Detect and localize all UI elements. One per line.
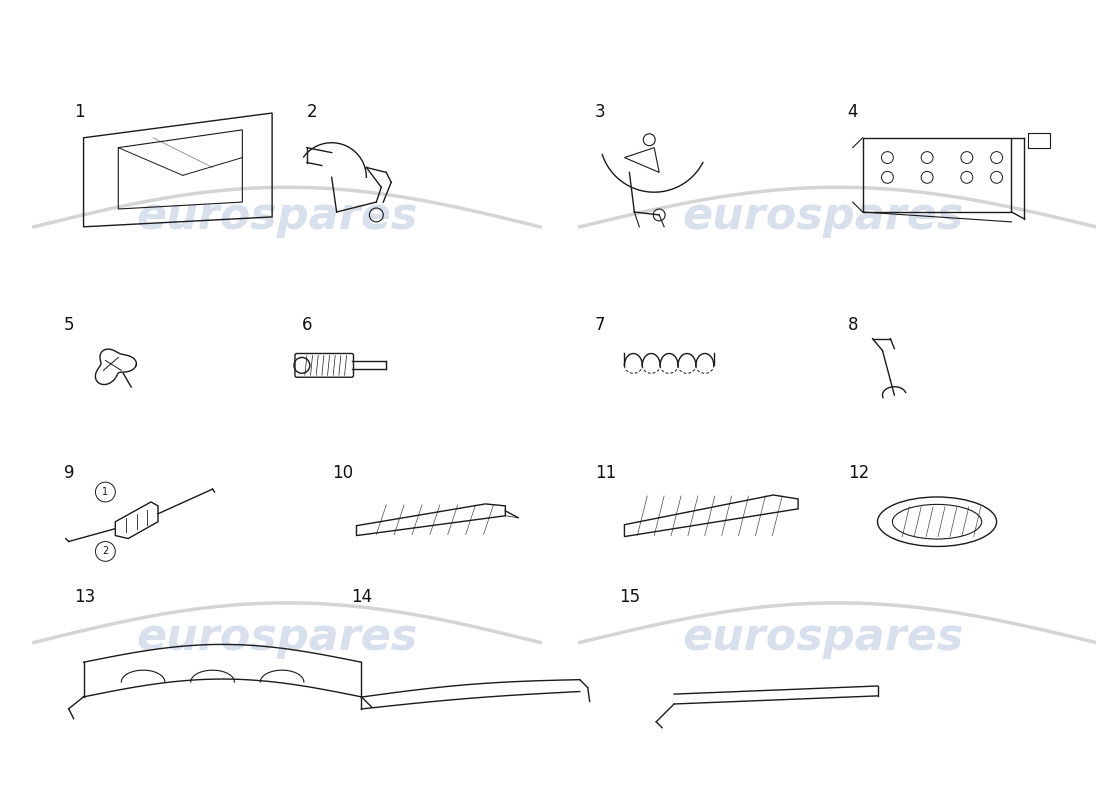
Bar bbox=[862, 138, 1012, 212]
Text: eurospares: eurospares bbox=[682, 195, 964, 238]
Text: 11: 11 bbox=[595, 464, 616, 482]
Text: eurospares: eurospares bbox=[136, 616, 418, 659]
Text: 2: 2 bbox=[307, 103, 318, 121]
Text: 7: 7 bbox=[595, 316, 605, 334]
Text: eurospares: eurospares bbox=[682, 616, 964, 659]
Text: 3: 3 bbox=[595, 103, 605, 121]
Text: 2: 2 bbox=[102, 546, 109, 557]
Text: 12: 12 bbox=[848, 464, 869, 482]
Bar bbox=[1028, 133, 1050, 148]
Text: 1: 1 bbox=[102, 487, 109, 497]
Text: 6: 6 bbox=[301, 316, 312, 334]
Text: 15: 15 bbox=[619, 588, 640, 606]
Text: eurospares: eurospares bbox=[136, 195, 418, 238]
Text: 10: 10 bbox=[332, 464, 353, 482]
Text: 13: 13 bbox=[74, 588, 95, 606]
Text: 8: 8 bbox=[848, 316, 858, 334]
Text: 1: 1 bbox=[74, 103, 85, 121]
Text: 14: 14 bbox=[352, 588, 373, 606]
Text: 5: 5 bbox=[64, 316, 74, 334]
Text: 4: 4 bbox=[848, 103, 858, 121]
Text: 9: 9 bbox=[64, 464, 74, 482]
